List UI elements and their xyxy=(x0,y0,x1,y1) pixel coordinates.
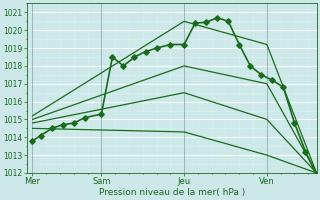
X-axis label: Pression niveau de la mer( hPa ): Pression niveau de la mer( hPa ) xyxy=(99,188,245,197)
